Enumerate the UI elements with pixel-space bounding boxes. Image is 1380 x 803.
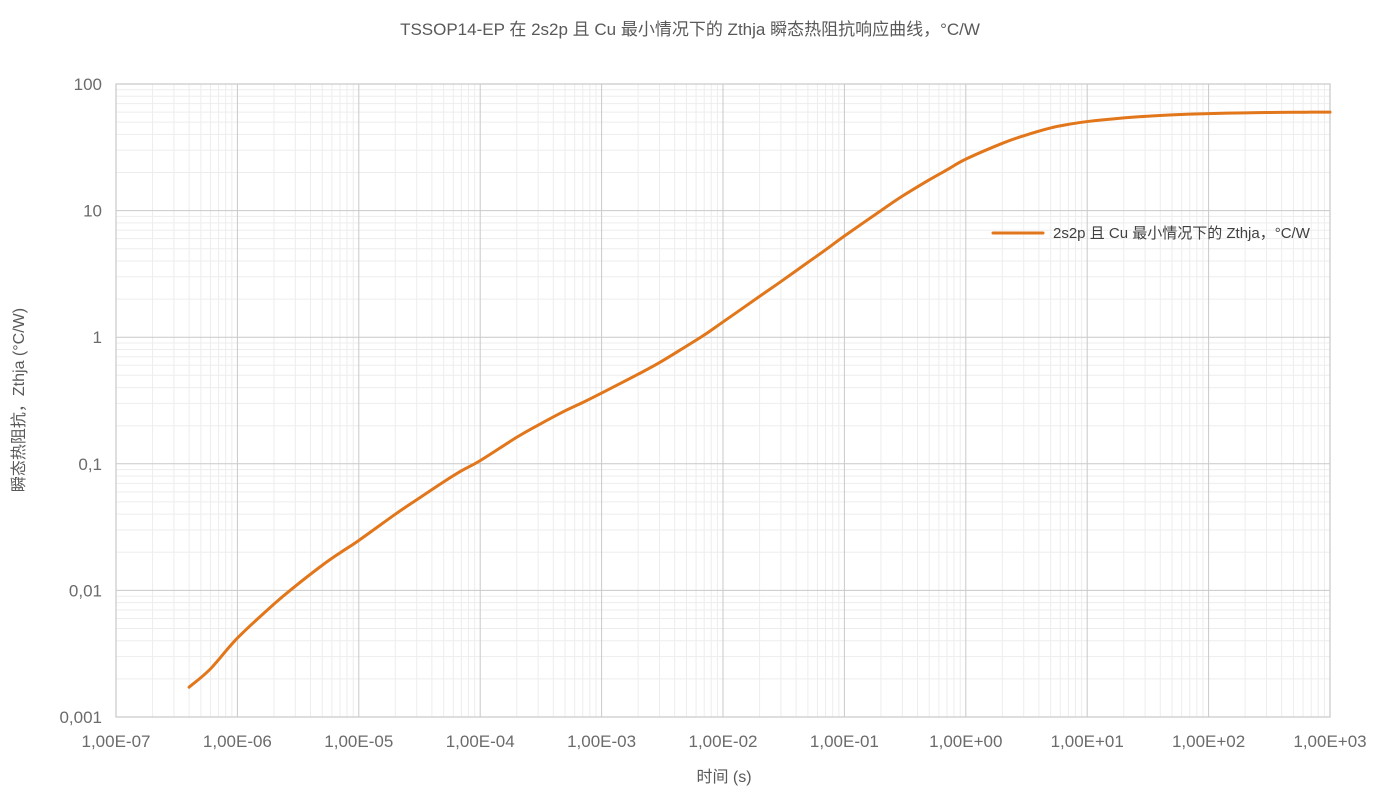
plot-area-frame	[115, 83, 1331, 718]
chart-title: TSSOP14-EP 在 2s2p 且 Cu 最小情况下的 Zthja 瞬态热阻…	[400, 20, 980, 39]
y-tick-label: 0,01	[69, 581, 102, 600]
x-axis-tick-labels: 1,00E-07 1,00E-06 1,00E-05 1,00E-04 1,00E-03…	[82, 732, 1367, 751]
x-tick-label: 1,00E-02	[689, 732, 758, 751]
y-tick-label: 10	[83, 202, 102, 221]
x-axis-title: 时间 (s)	[696, 768, 751, 786]
y-axis-title: 瞬态热阻抗，Zthja (°C/W)	[10, 308, 28, 492]
y-axis-tick-labels: 0,001 0,01 0,1 1 10 100	[59, 75, 102, 727]
x-tick-label: 1,00E-04	[446, 732, 515, 751]
x-tick-label: 1,00E+01	[1051, 732, 1124, 751]
y-tick-label: 100	[74, 75, 102, 94]
chart-legend[interactable]: 2s2p 且 Cu 最小情况下的 Zthja，°C/W	[991, 225, 1311, 242]
x-tick-label: 1,00E+02	[1172, 732, 1245, 751]
x-tick-label: 1,00E-03	[567, 732, 636, 751]
x-tick-label: 1,00E-06	[203, 732, 272, 751]
y-tick-label: 1	[93, 328, 102, 347]
x-tick-label: 1,00E-07	[82, 732, 151, 751]
y-tick-label: 0,1	[78, 455, 102, 474]
x-tick-label: 1,00E-05	[324, 732, 393, 751]
series-line-zthja	[187, 110, 1332, 689]
y-tick-label: 0,001	[59, 708, 102, 727]
legend-label: 2s2p 且 Cu 最小情况下的 Zthja，°C/W	[1053, 225, 1311, 242]
x-tick-label: 1,00E-01	[810, 732, 879, 751]
data-series-group	[187, 110, 1332, 689]
x-tick-label: 1,00E+00	[929, 732, 1002, 751]
x-tick-label: 1,00E+03	[1293, 732, 1366, 751]
